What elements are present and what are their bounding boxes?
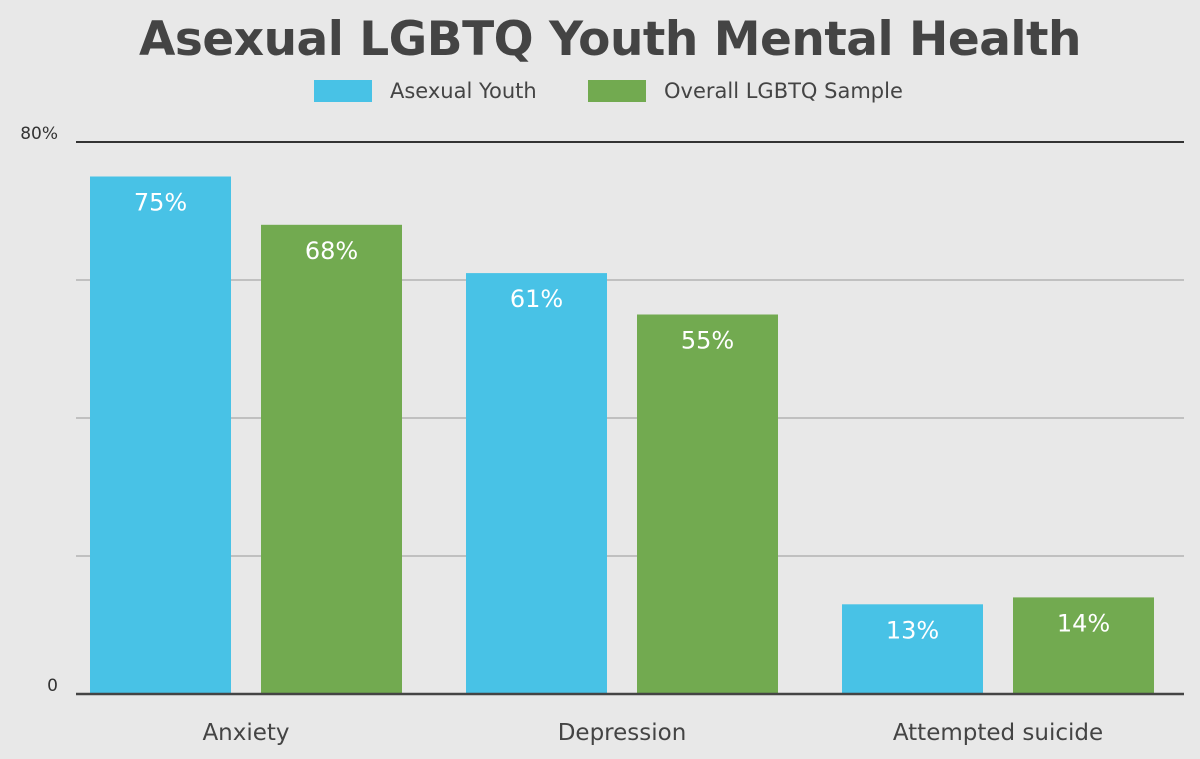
legend-swatch-asexual-youth (314, 80, 372, 102)
gridlines (76, 141, 1184, 557)
data-label-attempted-suicide-asexual-youth: 13% (886, 616, 939, 644)
bar-anxiety-overall-lgbtq-sample (261, 224, 402, 695)
y-tick-label-0: 0 (47, 676, 58, 696)
category-label-anxiety: Anxiety (202, 720, 289, 746)
bar-attempted-suicide-overall-lgbtq-sample (1013, 597, 1154, 694)
bars (90, 176, 1154, 695)
y-axis-tick-labels: 0 80% (20, 124, 58, 696)
y-tick-label-80: 80% (20, 124, 58, 144)
data-label-attempted-suicide-overall-lgbtq-sample: 14% (1057, 609, 1110, 637)
bar-data-labels: 75% 68% 61% 55% 13% 14% (134, 189, 1110, 645)
data-label-anxiety-asexual-youth: 75% (134, 189, 187, 217)
bar-depression-asexual-youth (466, 273, 607, 694)
legend-label-asexual-youth: Asexual Youth (390, 79, 537, 103)
chart-title: Asexual LGBTQ Youth Mental Health (139, 12, 1081, 67)
category-label-depression: Depression (558, 720, 687, 746)
category-label-attempted-suicide: Attempted suicide (893, 720, 1103, 746)
x-axis-category-labels: Anxiety Depression Attempted suicide (202, 720, 1103, 746)
bar-depression-overall-lgbtq-sample (637, 314, 778, 694)
bar-attempted-suicide-asexual-youth (842, 604, 983, 694)
legend-swatch-overall-lgbtq-sample (588, 80, 646, 102)
bar-anxiety-asexual-youth (90, 176, 231, 694)
data-label-depression-overall-lgbtq-sample: 55% (681, 327, 734, 355)
legend: Asexual Youth Overall LGBTQ Sample (314, 79, 903, 103)
data-label-anxiety-overall-lgbtq-sample: 68% (305, 237, 358, 265)
data-label-depression-asexual-youth: 61% (510, 285, 563, 313)
legend-label-overall-lgbtq-sample: Overall LGBTQ Sample (664, 79, 903, 103)
